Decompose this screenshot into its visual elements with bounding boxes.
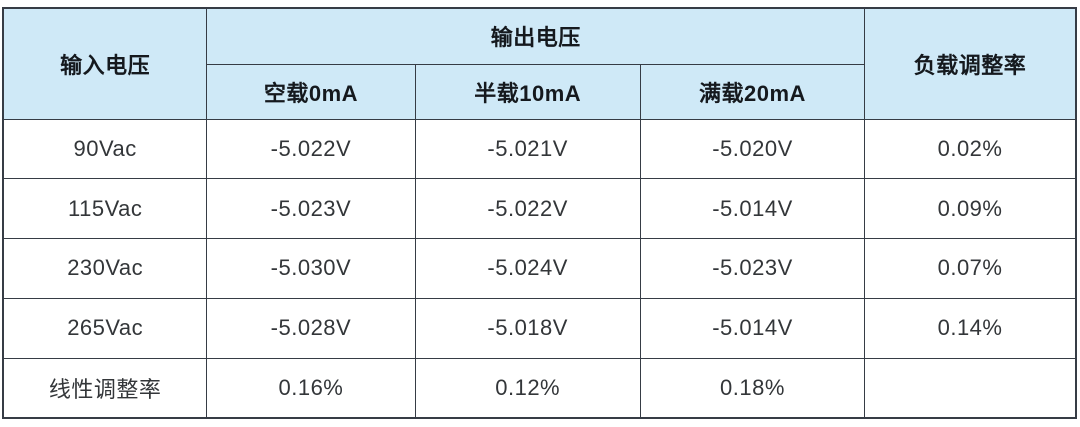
cell-half-load: 0.12% <box>414 357 641 419</box>
cell-no-load: -5.023V <box>206 178 416 240</box>
cell-load-reg: 0.14% <box>864 297 1077 359</box>
cell-no-load: -5.028V <box>206 297 416 359</box>
table-row-115vac: 115Vac -5.023V -5.022V -5.014V 0.09% <box>2 178 1077 240</box>
cell-no-load: 0.16% <box>206 357 416 419</box>
row-label: 115Vac <box>2 178 208 240</box>
header-load-regulation: 负载调整率 <box>864 7 1077 120</box>
cell-full-load: 0.18% <box>639 357 866 419</box>
header-row-2: 空载0mA 半载10mA 满载20mA <box>3 63 1076 120</box>
header-half-load: 半载10mA <box>414 63 641 120</box>
cell-full-load: -5.014V <box>639 178 866 240</box>
cell-load-reg: 0.02% <box>864 118 1077 180</box>
cell-load-reg: 0.07% <box>864 238 1077 299</box>
cell-no-load: -5.022V <box>206 118 416 180</box>
voltage-regulation-table: 输入电压 输出电压 负载调整率 空载0mA 半载10mA 满载20mA 90Va… <box>2 7 1077 419</box>
cell-half-load: -5.018V <box>414 297 641 359</box>
row-label: 线性调整率 <box>2 357 208 419</box>
cell-full-load: -5.014V <box>639 297 866 359</box>
cell-full-load: -5.023V <box>639 238 866 299</box>
cell-full-load: -5.020V <box>639 118 866 180</box>
cell-load-reg-empty <box>864 357 1077 419</box>
row-label: 265Vac <box>2 297 208 359</box>
header-input-voltage: 输入电压 <box>2 7 208 120</box>
table-row-90vac: 90Vac -5.022V -5.021V -5.020V 0.02% <box>2 118 1077 180</box>
measurement-table-container: 输入电压 输出电压 负载调整率 空载0mA 半载10mA 满载20mA 90Va… <box>2 7 1077 419</box>
cell-half-load: -5.022V <box>414 178 641 240</box>
header-no-load: 空载0mA <box>206 63 416 120</box>
table-row-230vac: 230Vac -5.030V -5.024V -5.023V 0.07% <box>2 238 1077 299</box>
header-row-1: 输入电压 输出电压 负载调整率 <box>2 7 1077 120</box>
header-full-load: 满载20mA <box>639 63 866 120</box>
row-label: 90Vac <box>2 118 208 180</box>
row-label: 230Vac <box>2 238 208 299</box>
cell-no-load: -5.030V <box>206 238 416 299</box>
table-row-line-regulation: 线性调整率 0.16% 0.12% 0.18% <box>2 357 1077 419</box>
cell-half-load: -5.021V <box>414 118 641 180</box>
cell-load-reg: 0.09% <box>864 178 1077 240</box>
table-row-265vac: 265Vac -5.028V -5.018V -5.014V 0.14% <box>2 297 1077 359</box>
cell-half-load: -5.024V <box>414 238 641 299</box>
header-output-voltage: 输出电压 <box>206 7 866 65</box>
